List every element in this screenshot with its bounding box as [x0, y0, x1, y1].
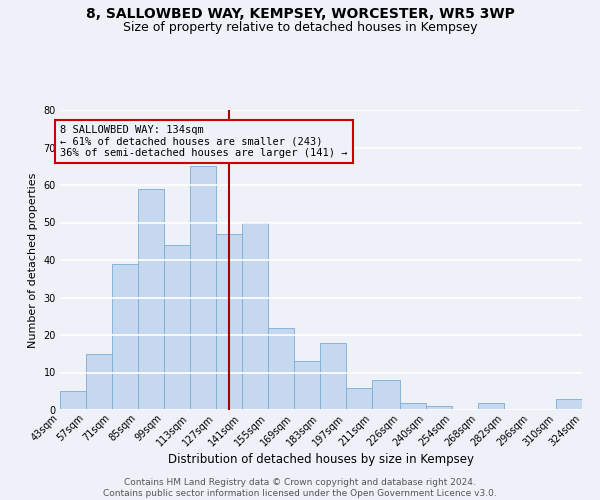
Bar: [216, 234, 242, 410]
Bar: [268, 328, 294, 410]
Y-axis label: Number of detached properties: Number of detached properties: [28, 172, 38, 348]
Bar: [346, 388, 372, 410]
Bar: [138, 188, 164, 410]
Text: 8 SALLOWBED WAY: 134sqm
← 61% of detached houses are smaller (243)
36% of semi-d: 8 SALLOWBED WAY: 134sqm ← 61% of detache…: [60, 125, 347, 158]
Bar: [112, 264, 138, 410]
Bar: [320, 342, 346, 410]
Bar: [556, 399, 582, 410]
Bar: [86, 354, 112, 410]
Bar: [60, 391, 86, 410]
Bar: [294, 361, 320, 410]
Text: 8, SALLOWBED WAY, KEMPSEY, WORCESTER, WR5 3WP: 8, SALLOWBED WAY, KEMPSEY, WORCESTER, WR…: [86, 8, 514, 22]
Bar: [242, 222, 268, 410]
Text: Contains HM Land Registry data © Crown copyright and database right 2024.
Contai: Contains HM Land Registry data © Crown c…: [103, 478, 497, 498]
Bar: [164, 245, 190, 410]
Text: Size of property relative to detached houses in Kempsey: Size of property relative to detached ho…: [123, 21, 477, 34]
Bar: [400, 402, 426, 410]
Bar: [426, 406, 452, 410]
Bar: [478, 402, 504, 410]
X-axis label: Distribution of detached houses by size in Kempsey: Distribution of detached houses by size …: [168, 453, 474, 466]
Bar: [372, 380, 400, 410]
Bar: [190, 166, 216, 410]
